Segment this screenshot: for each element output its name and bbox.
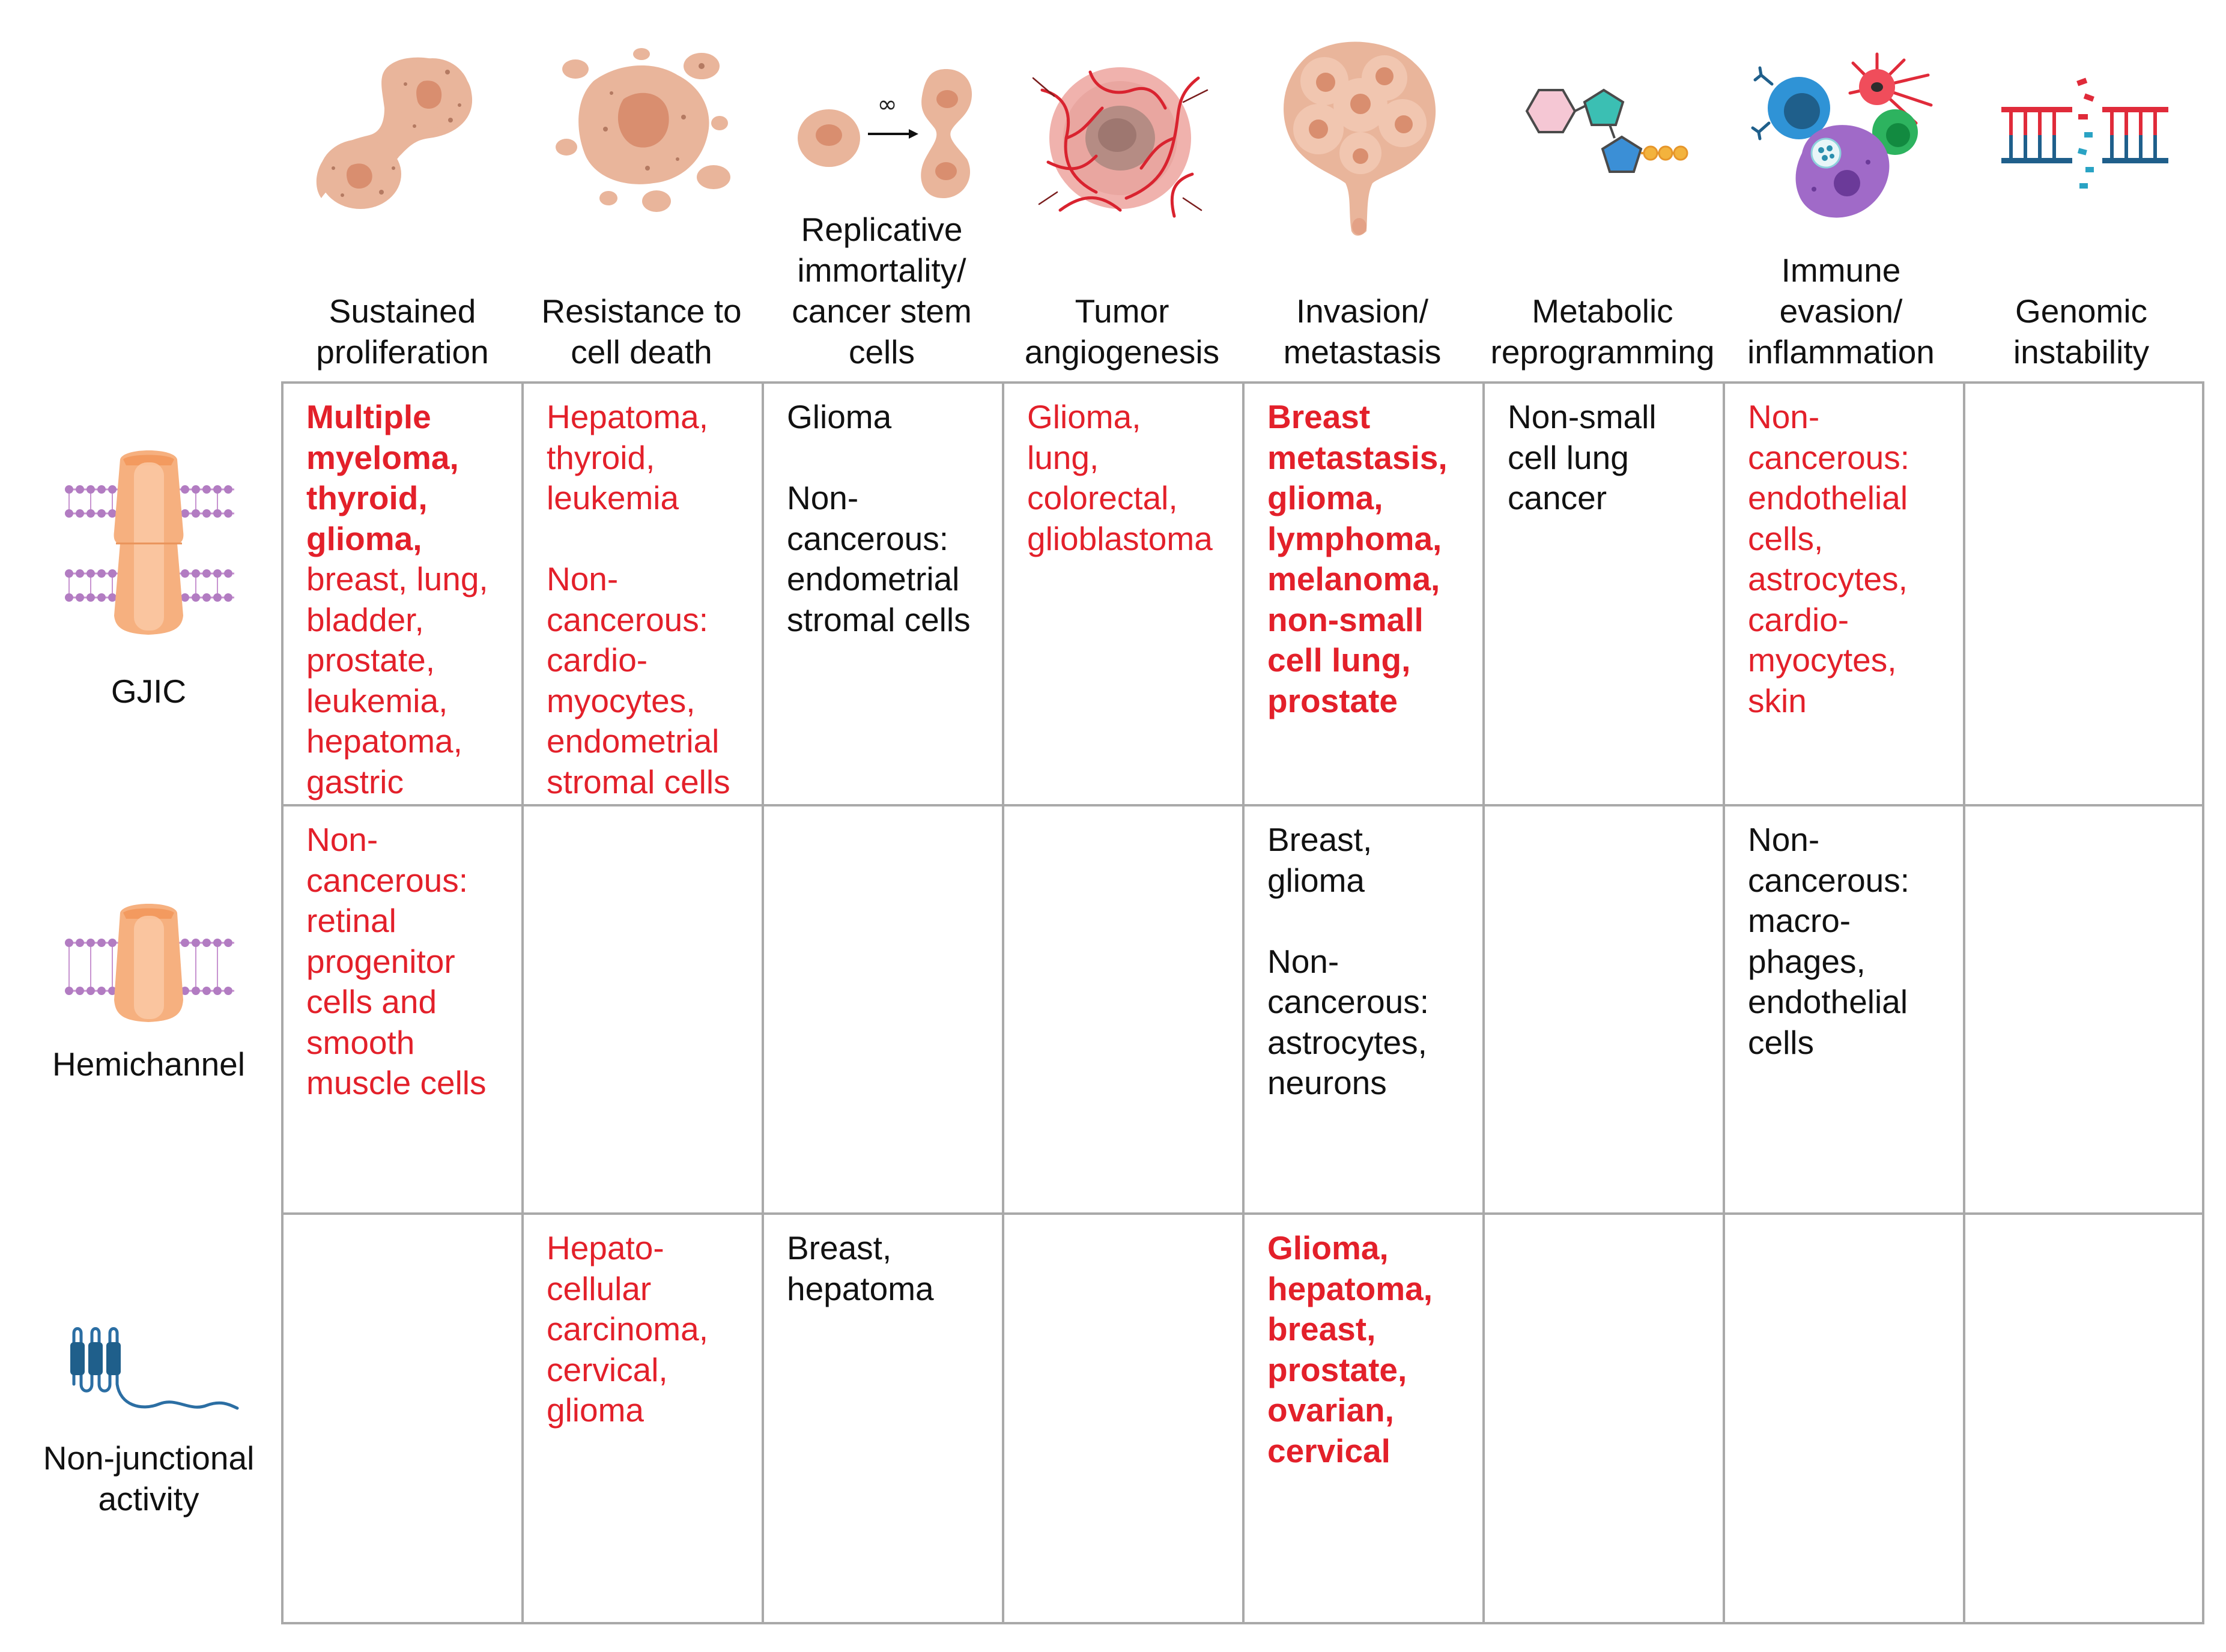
cell-non-junctional-col8 bbox=[1965, 1215, 2203, 1622]
cell-text: Breast, glioma bbox=[1267, 821, 1372, 899]
row-label-text: Hemichannel bbox=[52, 1045, 245, 1083]
column-label-resistance-to-cell-death: Resistance to cell death bbox=[521, 222, 762, 372]
cell-text: Non- cancerous: retinal progenitor cells… bbox=[306, 821, 487, 1101]
cell-text: Non- cancerous: endothelial cells, astro… bbox=[1748, 398, 1910, 719]
grid-line bbox=[1482, 381, 1485, 1624]
cell-gjic-col5: Breast metastasis, glioma, lymphoma, mel… bbox=[1245, 384, 1482, 804]
row-label-hemichannel: Hemichannel bbox=[12, 1044, 285, 1085]
cell-text: Glioma, hepatoma, breast, prostate, ovar… bbox=[1267, 1229, 1433, 1469]
column-label-text: Metabolic reprogramming bbox=[1490, 292, 1715, 371]
column-label-text: Sustained proliferation bbox=[316, 292, 489, 371]
cell-text: Hepato- cellular carcinoma, cervical, gl… bbox=[547, 1229, 708, 1429]
hallmarks-table: Multiple myeloma, thyroid, glioma, breast… bbox=[281, 381, 2204, 1624]
row-label-gjic: GJIC bbox=[12, 671, 285, 712]
row-label-text: Non-junctional activity bbox=[43, 1439, 255, 1517]
paragraph-gap bbox=[1267, 901, 1482, 942]
column-label-sustained-proliferation: Sustained proliferation bbox=[282, 222, 523, 372]
row-label-non-junctional-activity: Non-junctional activity bbox=[12, 1438, 285, 1519]
cell-non-junctional-col1 bbox=[284, 1215, 521, 1622]
column-label-text: Immune evasion/ inflammation bbox=[1747, 252, 1935, 371]
column-label-genomic-instability: Genomic instability bbox=[1961, 222, 2201, 372]
cell-text: Non- cancerous: macro- phages, endotheli… bbox=[1748, 821, 1910, 1061]
cell-text: Non- cancerous: endometrial stromal cell… bbox=[787, 479, 971, 638]
cell-text: Hepatoma, thyroid, leukemia bbox=[547, 398, 709, 516]
cell-gjic-col8 bbox=[1965, 384, 2203, 804]
hemichannel-icon bbox=[63, 901, 234, 1024]
vascularized-tumor-icon bbox=[1030, 54, 1210, 228]
cell-hemichannel-col3 bbox=[764, 806, 1002, 1212]
cell-non-junctional-col6 bbox=[1485, 1215, 1723, 1622]
cell-hemichannel-col6 bbox=[1485, 806, 1723, 1212]
cell-text: Breast, hepatoma bbox=[787, 1229, 934, 1307]
broken-dna-icon bbox=[1994, 72, 2174, 192]
paragraph-gap bbox=[547, 519, 762, 560]
cell-hemichannel-col8 bbox=[1965, 806, 2203, 1212]
cell-gjic-col3: Glioma Non- cancerous: endometrial stroma… bbox=[764, 384, 1002, 804]
cell-gjic-col7: Non- cancerous: endothelial cells, astro… bbox=[1725, 384, 1963, 804]
grid-line bbox=[521, 381, 524, 1624]
cell-text: Breast metastasis, glioma, lymphoma, mel… bbox=[1267, 398, 1448, 719]
cell-text: Glioma bbox=[787, 398, 892, 435]
infinity-symbol: ∞ bbox=[877, 91, 897, 118]
cell-text: Non-small cell lung cancer bbox=[1508, 398, 1657, 516]
apoptotic-cell-icon bbox=[551, 45, 732, 219]
cell-gjic-col4: Glioma, lung, colorectal, glioblastoma bbox=[1004, 384, 1242, 804]
grid-line bbox=[2202, 381, 2204, 1624]
row-label-text: GJIC bbox=[111, 673, 187, 710]
grid-line bbox=[281, 381, 284, 1624]
cell-text: Non- cancerous: astrocytes, neurons bbox=[1267, 942, 1430, 1102]
cell-gjic-col2: Hepatoma, thyroid, leukemia Non- cancerou… bbox=[524, 384, 762, 804]
grid-line bbox=[1963, 381, 1965, 1624]
cell-non-junctional-col2: Hepato- cellular carcinoma, cervical, gl… bbox=[524, 1215, 762, 1622]
sugar-phosphate-molecule-icon bbox=[1514, 78, 1694, 186]
cell-hemichannel-col7: Non- cancerous: macro- phages, endotheli… bbox=[1725, 806, 1963, 1212]
cell-non-junctional-col5: Glioma, hepatoma, breast, prostate, ovar… bbox=[1245, 1215, 1482, 1622]
cell-gjic-col6: Non-small cell lung cancer bbox=[1485, 384, 1723, 804]
cell-text: Glioma, lung, colorectal, glioblastoma bbox=[1027, 398, 1213, 557]
cell-hemichannel-col1: Non- cancerous: retinal progenitor cells… bbox=[284, 806, 521, 1212]
column-label-text: Invasion/ metastasis bbox=[1283, 292, 1442, 371]
grid-line bbox=[762, 381, 764, 1624]
transmembrane-protein-icon bbox=[63, 1309, 240, 1414]
column-label-text: Resistance to cell death bbox=[541, 292, 742, 371]
column-label-invasion-metastasis: Invasion/ metastasis bbox=[1242, 222, 1482, 372]
column-label-replicative-immortality: Replicative immortality/ cancer stem cel… bbox=[762, 204, 1002, 372]
cell-non-junctional-col4 bbox=[1004, 1215, 1242, 1622]
cell-non-junctional-col3: Breast, hepatoma bbox=[764, 1215, 1002, 1622]
cell-non-junctional-col7 bbox=[1725, 1215, 1963, 1622]
immune-cells-icon bbox=[1748, 51, 1934, 225]
cell-hemichannel-col5: Breast, glioma Non- cancerous: astrocytes… bbox=[1245, 806, 1482, 1212]
column-label-metabolic-reprogramming: Metabolic reprogramming bbox=[1476, 222, 1729, 372]
grid-line bbox=[1242, 381, 1245, 1624]
invading-tumor-icon bbox=[1270, 33, 1451, 240]
column-label-text: Replicative immortality/ cancer stem cel… bbox=[792, 211, 972, 371]
grid-line bbox=[1002, 381, 1004, 1624]
paragraph-gap bbox=[787, 438, 1002, 479]
cell-text: breast, lung, bladder, prostate, leukemi… bbox=[306, 560, 488, 800]
column-label-text: Genomic instability bbox=[2013, 292, 2150, 371]
infinite-division-icon: ∞ bbox=[796, 63, 976, 201]
grid-line bbox=[1723, 381, 1725, 1624]
dividing-cell-icon bbox=[309, 48, 490, 216]
cell-text: Non- cancerous: cardio- myocytes, endome… bbox=[547, 560, 730, 800]
cell-hemichannel-col2 bbox=[524, 806, 762, 1212]
column-label-immune-evasion: Immune evasion/ inflammation bbox=[1721, 204, 1961, 372]
cell-text: Multiple myeloma, thyroid, glioma, bbox=[306, 398, 459, 557]
column-label-tumor-angiogenesis: Tumor angiogenesis bbox=[1002, 222, 1242, 372]
cell-hemichannel-col4 bbox=[1004, 806, 1242, 1212]
column-label-text: Tumor angiogenesis bbox=[1024, 292, 1220, 371]
gap-junction-icon bbox=[63, 447, 234, 637]
cell-gjic-col1: Multiple myeloma, thyroid, glioma, breast… bbox=[284, 384, 521, 804]
